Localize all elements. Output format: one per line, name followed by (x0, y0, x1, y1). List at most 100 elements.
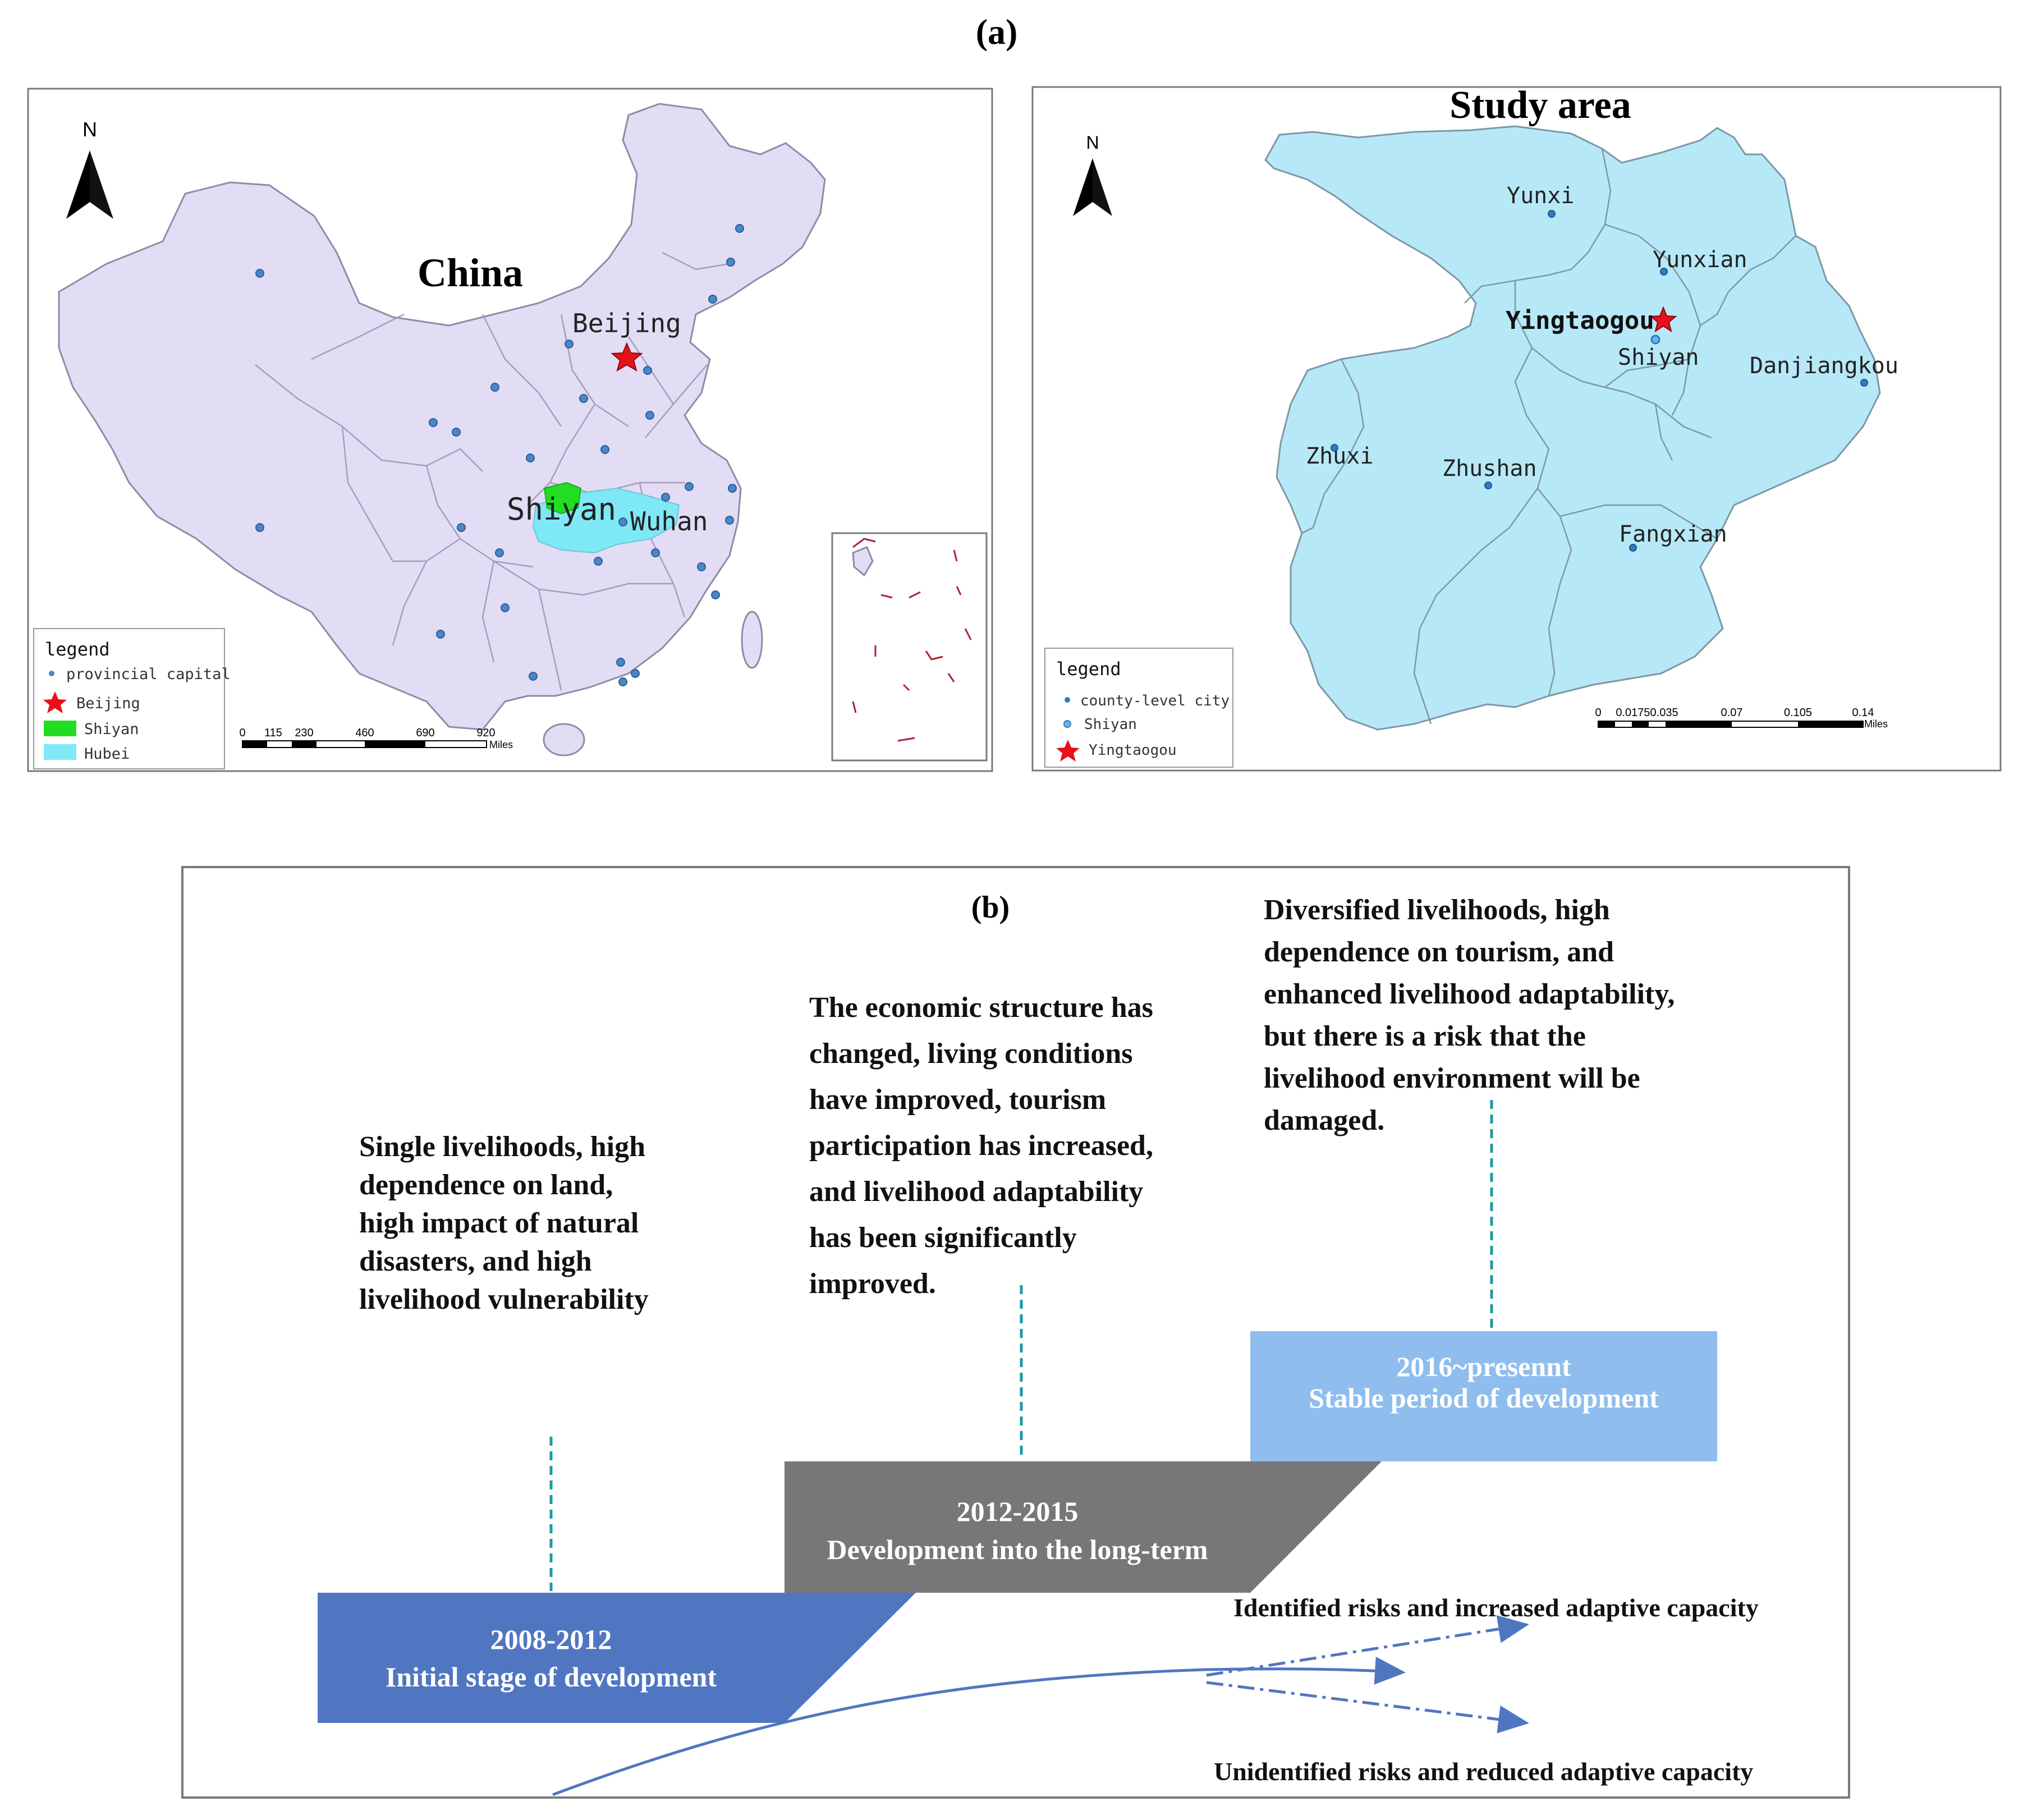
stage-3-description-line: but there is a risk that the (1264, 1020, 1586, 1052)
hubei-legend-swatch (44, 744, 76, 760)
shiyan-legend-swatch (44, 721, 76, 736)
china-legend-item: Beijing (76, 695, 140, 712)
danjiangkou-label: Danjiangkou (1750, 353, 1898, 379)
china-scale-tick: 230 (295, 727, 313, 739)
stage-2-connector (1250, 1461, 1382, 1593)
county-city-dot (1660, 268, 1668, 276)
stage-2-description-line: The economic structure has (809, 992, 1153, 1024)
provincial-capital-dot (501, 603, 510, 612)
study-scale-tick: 0.105 (1784, 707, 1812, 719)
stage-1-years: 2008-2012 (490, 1624, 612, 1655)
stage-1-description-line: Single livelihoods, high (359, 1131, 645, 1163)
stage-2-description-line: participation has increased, (809, 1130, 1153, 1162)
north-arrow-icon (90, 150, 113, 219)
china-map-title: China (418, 250, 523, 295)
wuhan-label: Wuhan (630, 506, 708, 537)
provincial-capital-dot (697, 562, 706, 571)
stage-1-description-line: high impact of natural (359, 1207, 639, 1239)
lower-outcome-arrow (1206, 1681, 1529, 1734)
stage-2-description-line: improved. (809, 1268, 936, 1300)
stage-1-description: Single livelihoods, high dependence on l… (359, 1131, 649, 1315)
provincial-capital-dot (735, 224, 744, 233)
study-scale-bar: 0 0.01750.035 0.07 0.105 0.14 Miles (1595, 707, 1888, 730)
shiyan-region (543, 482, 582, 515)
study-scale-tick: 0.14 (1852, 707, 1874, 719)
china-north-arrow: N (66, 118, 113, 219)
north-arrow-icon (1093, 158, 1112, 216)
provincial-capital-dot (255, 523, 264, 532)
provincial-capital-dot (495, 548, 504, 557)
yingtaogou-legend-star (1056, 740, 1080, 762)
stage-2-description-line: have improved, tourism (809, 1084, 1106, 1116)
china-scale-bar: 0 115 230 460 690 920 Miles (239, 727, 513, 750)
study-legend: legend county-level city Shiyan Yingtaog… (1044, 648, 1233, 768)
china-legend-item: Hubei (84, 745, 130, 763)
china-scale-tick: 0 (239, 727, 245, 739)
china-scale-tick: 115 (264, 727, 282, 739)
stage-3-description: Diversified livelihoods, high dependence… (1264, 894, 1675, 1136)
shiyan-city-dot (1650, 334, 1660, 345)
provincial-capital-dot (631, 669, 640, 678)
study-legend-title: legend (1056, 658, 1121, 680)
stage-3-description-line: damaged. (1264, 1104, 1384, 1136)
county-city-dot (1629, 544, 1637, 552)
stage-2-box (785, 1461, 1250, 1593)
provincial-capital-dot (436, 630, 445, 639)
fangxian-label: Fangxian (1619, 521, 1727, 547)
trajectory-curve (552, 1656, 1406, 1796)
study-legend-item: county-level city (1080, 693, 1230, 709)
provincial-capital-dot (725, 516, 734, 525)
provincial-capital-dot (529, 672, 538, 681)
stage-3-description-line: dependence on tourism, and (1264, 936, 1614, 968)
china-scale-tick: 460 (355, 727, 374, 739)
stage-1-description-line: dependence on land, (359, 1169, 613, 1201)
yunxi-label: Yunxi (1507, 183, 1574, 209)
north-arrow-icon (1073, 158, 1093, 216)
stage-3-description-line: Diversified livelihoods, high (1264, 894, 1610, 926)
hainan-island (543, 723, 585, 757)
study-north-label: N (1086, 132, 1099, 153)
provincial-capital-dot (711, 590, 720, 599)
yunxian-label: Yunxian (1653, 247, 1747, 273)
china-legend-item: Shiyan (84, 721, 139, 738)
study-legend-item: Yingtaogou (1089, 742, 1177, 759)
study-scale-unit: Miles (1864, 718, 1888, 730)
china-scale-tick: 920 (476, 727, 495, 739)
provincial-capital-dot (526, 453, 535, 462)
provincial-capitals (255, 224, 744, 686)
stage-1-name: Initial stage of development (386, 1661, 717, 1693)
stage-1-connector (785, 1593, 916, 1723)
provincial-capital-dot (255, 269, 264, 278)
study-legend-item: Shiyan (1084, 716, 1137, 733)
lower-outcome-label: Unidentified risks and reduced adaptive … (1214, 1757, 1753, 1786)
stage-2-description-line: changed, living conditions (809, 1038, 1132, 1070)
provincial-capital-dot (565, 340, 574, 349)
zhushan-label: Zhushan (1442, 456, 1537, 482)
beijing-label: Beijing (572, 308, 681, 338)
description-leaders (549, 1100, 1493, 1591)
zhuxi-label: Zhuxi (1306, 443, 1373, 469)
study-area-panel: Study area Yunxi Yunxian Yingtaogou Shiy… (1031, 84, 2002, 772)
china-legend-item: provincial capital (66, 666, 231, 683)
china-scale-unit: Miles (489, 739, 513, 750)
provincial-capital-dot (452, 428, 461, 437)
stage-2-name: Development into the long-term (827, 1534, 1208, 1565)
stage-1-description-line: disasters, and high (359, 1245, 592, 1277)
county-cities (1331, 210, 1868, 552)
yingtaogou-star (1649, 306, 1677, 333)
provincial-capital-dot (651, 548, 660, 557)
provincial-capital-dot (579, 394, 588, 403)
provincial-capital-dot (429, 418, 438, 427)
china-scale-tick: 690 (416, 727, 434, 739)
shiyan-label: Shiyan (507, 492, 616, 527)
stage-3-description-line: livelihood environment will be (1264, 1062, 1640, 1094)
provincial-capital-dot (594, 557, 603, 566)
provincial-capital-dot (685, 482, 694, 491)
provincial-capital-dot (490, 383, 499, 392)
stage-2-block: 2012-2015 Development into the long-term (785, 1461, 1250, 1593)
beijing-star (611, 342, 643, 372)
provincial-capital-dot (618, 517, 627, 526)
study-area-landmass (1264, 125, 1881, 731)
beijing-star-legend-icon (43, 691, 67, 713)
